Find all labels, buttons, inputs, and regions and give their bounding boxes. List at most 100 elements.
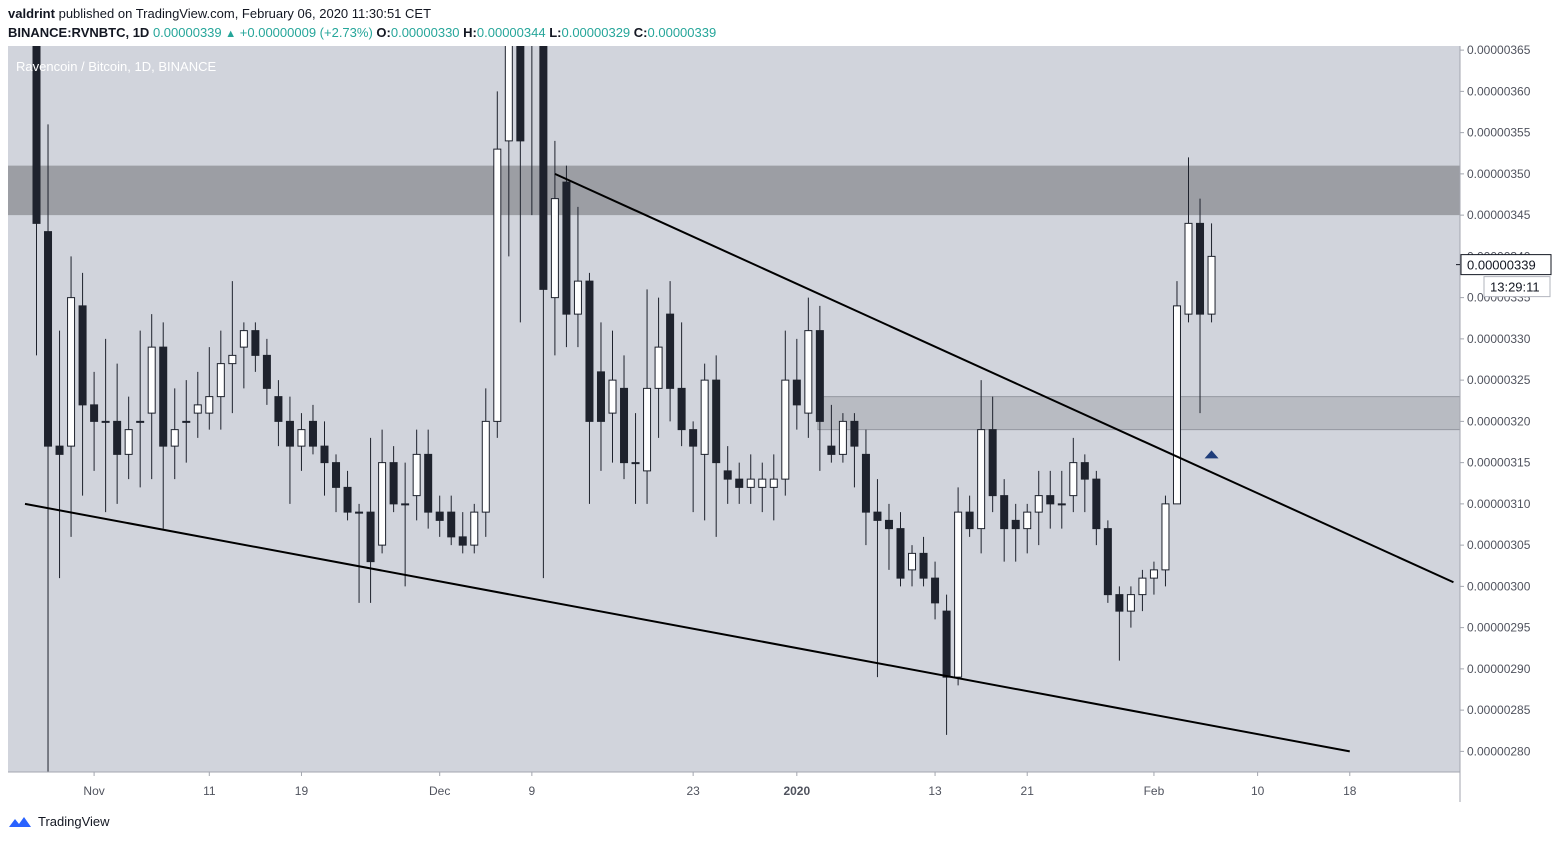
candle[interactable] (919, 536, 928, 587)
candle[interactable] (1000, 479, 1009, 562)
candle[interactable] (931, 561, 940, 620)
candle[interactable] (712, 355, 721, 537)
candle[interactable] (965, 495, 974, 537)
price-axis[interactable] (1460, 46, 1556, 802)
candle[interactable] (332, 454, 341, 513)
candle[interactable] (401, 462, 410, 587)
lower-trendline[interactable] (24, 502, 1350, 753)
candle[interactable] (1161, 495, 1170, 587)
candle[interactable] (850, 413, 859, 488)
candle[interactable] (124, 396, 133, 480)
candle[interactable] (435, 495, 444, 537)
candle[interactable] (792, 338, 801, 430)
candle[interactable] (827, 404, 836, 463)
candle[interactable] (136, 330, 145, 488)
candle[interactable] (147, 314, 156, 480)
candle[interactable] (1069, 437, 1078, 513)
candle[interactable] (908, 545, 917, 587)
candle[interactable] (378, 429, 387, 554)
candle[interactable] (182, 380, 191, 463)
candle[interactable] (205, 347, 214, 430)
candle[interactable] (170, 388, 179, 480)
candle[interactable] (539, 0, 548, 579)
candle[interactable] (78, 272, 87, 496)
candle[interactable] (458, 512, 467, 554)
footer-brand[interactable]: TradingView (8, 814, 110, 829)
candle[interactable] (1023, 503, 1032, 554)
candle[interactable] (1126, 586, 1135, 628)
candle[interactable] (988, 396, 997, 513)
candle[interactable] (1172, 281, 1181, 505)
candle[interactable] (873, 479, 882, 678)
candle[interactable] (1149, 561, 1158, 595)
candle[interactable] (32, 0, 41, 356)
candle[interactable] (1057, 470, 1066, 529)
candle[interactable] (804, 297, 813, 438)
candle[interactable] (1184, 157, 1193, 323)
candle[interactable] (631, 413, 640, 504)
candle[interactable] (493, 91, 502, 438)
candle[interactable] (896, 512, 905, 587)
candle[interactable] (977, 380, 986, 554)
candle[interactable] (447, 495, 456, 546)
candle[interactable] (562, 165, 571, 348)
candle[interactable] (815, 305, 824, 471)
candle[interactable] (1080, 454, 1089, 513)
up-arrow-marker-icon[interactable] (1204, 450, 1219, 459)
candle[interactable] (585, 272, 594, 504)
candle[interactable] (308, 404, 317, 455)
candle[interactable] (723, 446, 732, 504)
candle[interactable] (758, 462, 767, 513)
candle[interactable] (355, 503, 364, 603)
candle[interactable] (320, 421, 329, 496)
candle[interactable] (1196, 198, 1205, 414)
candle[interactable] (550, 140, 559, 356)
candle[interactable] (55, 330, 64, 579)
candle[interactable] (781, 330, 790, 496)
candle[interactable] (389, 446, 398, 513)
candle[interactable] (1011, 503, 1020, 562)
candle[interactable] (297, 413, 306, 471)
candle[interactable] (412, 429, 421, 521)
upper-trendline[interactable] (554, 172, 1454, 584)
candle[interactable] (838, 413, 847, 463)
candle[interactable] (274, 380, 283, 447)
candle[interactable] (861, 429, 870, 546)
candle[interactable] (620, 355, 629, 480)
candle[interactable] (700, 363, 709, 521)
time-axis[interactable] (8, 772, 1460, 802)
candle[interactable] (159, 322, 168, 529)
candle[interactable] (735, 462, 744, 504)
candle[interactable] (101, 338, 110, 513)
candle[interactable] (424, 429, 433, 529)
candle[interactable] (1092, 470, 1101, 546)
candle[interactable] (90, 371, 99, 471)
resistance-zone[interactable] (8, 165, 1460, 216)
candle[interactable] (643, 289, 652, 504)
candle[interactable] (596, 322, 605, 471)
candle[interactable] (666, 281, 675, 422)
candle[interactable] (228, 281, 237, 414)
candle[interactable] (528, 0, 535, 216)
candle[interactable] (1103, 520, 1112, 603)
candle[interactable] (954, 487, 963, 686)
candle[interactable] (262, 338, 271, 405)
candle[interactable] (1034, 470, 1043, 546)
candle[interactable] (942, 594, 951, 735)
candle[interactable] (470, 503, 479, 554)
candle[interactable] (608, 330, 617, 463)
candle[interactable] (1207, 223, 1216, 323)
candle[interactable] (239, 322, 248, 389)
candle[interactable] (216, 330, 225, 430)
support-zone[interactable] (817, 396, 1460, 431)
candle[interactable] (113, 363, 122, 504)
candle[interactable] (1115, 586, 1124, 661)
candle[interactable] (1138, 569, 1147, 612)
candle[interactable] (366, 437, 375, 603)
candle[interactable] (677, 322, 686, 447)
candle[interactable] (654, 297, 663, 438)
candle[interactable] (251, 322, 260, 372)
candle[interactable] (67, 256, 76, 537)
candle[interactable] (44, 124, 53, 776)
